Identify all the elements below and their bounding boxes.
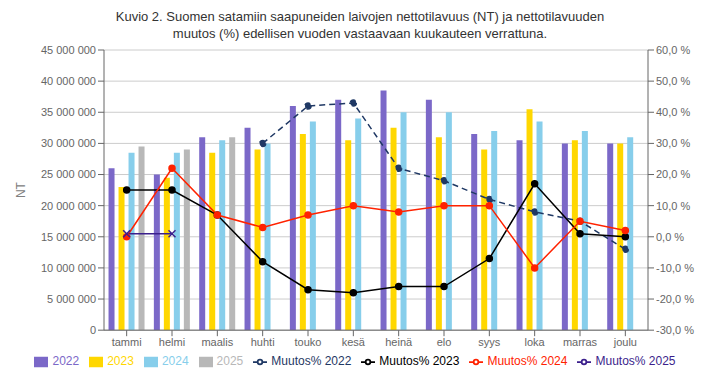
svg-text:40 000 000: 40 000 000: [41, 75, 96, 87]
svg-text:10 000 000: 10 000 000: [41, 262, 96, 274]
svg-text:marras: marras: [563, 336, 598, 348]
svg-text:15 000 000: 15 000 000: [41, 231, 96, 243]
svg-text:20,0 %: 20,0 %: [656, 168, 690, 180]
svg-text:maalis: maalis: [201, 336, 233, 348]
svg-text:joulu: joulu: [613, 336, 637, 348]
html-text:Muutos% 2025: Muutos% 2025: [595, 354, 676, 369]
svg-text:35 000 000: 35 000 000: [41, 106, 96, 118]
svg-text:NT: NT: [14, 181, 28, 198]
svg-text:loka: loka: [525, 336, 546, 348]
svg-text:50,0 %: 50,0 %: [656, 75, 690, 87]
svg-text:elo: elo: [437, 336, 452, 348]
svg-text:-10,0 %: -10,0 %: [656, 262, 694, 274]
html-text:Kuvio 2. Suomen satamiin saapu: Kuvio 2. Suomen satamiin saapuneiden lai…: [115, 9, 605, 41]
svg-text:0,0 %: 0,0 %: [656, 231, 684, 243]
svg-text:40,0 %: 40,0 %: [656, 106, 690, 118]
svg-text:20 000 000: 20 000 000: [41, 200, 96, 212]
svg-text:heinä: heinä: [385, 336, 413, 348]
svg-text:5 000 000: 5 000 000: [47, 293, 96, 305]
svg-text:45 000 000: 45 000 000: [41, 44, 96, 56]
svg-text:tammi: tammi: [112, 336, 142, 348]
svg-text:touko: touko: [295, 336, 322, 348]
html-text:2024: 2024: [161, 354, 189, 369]
svg-text:-20,0 %: -20,0 %: [656, 293, 694, 305]
svg-text:syys: syys: [478, 336, 501, 348]
svg-text:helmi: helmi: [159, 336, 185, 348]
svg-text:0: 0: [90, 324, 96, 336]
svg-text:kesä: kesä: [342, 336, 366, 348]
svg-text:60,0 %: 60,0 %: [656, 44, 690, 56]
html-text:Muutos% 2022: Muutos% 2022: [271, 354, 352, 369]
svg-text:-30,0 %: -30,0 %: [656, 324, 694, 336]
svg-text:30,0 %: 30,0 %: [656, 137, 690, 149]
svg-text:10,0 %: 10,0 %: [656, 200, 690, 212]
html-text:2025: 2025: [216, 354, 244, 369]
html-text:Muutos% 2024: Muutos% 2024: [487, 354, 568, 369]
svg-text:25 000 000: 25 000 000: [41, 168, 96, 180]
svg-text:huhti: huhti: [251, 336, 275, 348]
html-text:Muutos% 2023: Muutos% 2023: [379, 354, 460, 369]
html-text:2023: 2023: [107, 354, 134, 369]
html-text:2022: 2022: [52, 354, 80, 369]
svg-text:30 000 000: 30 000 000: [41, 137, 96, 149]
